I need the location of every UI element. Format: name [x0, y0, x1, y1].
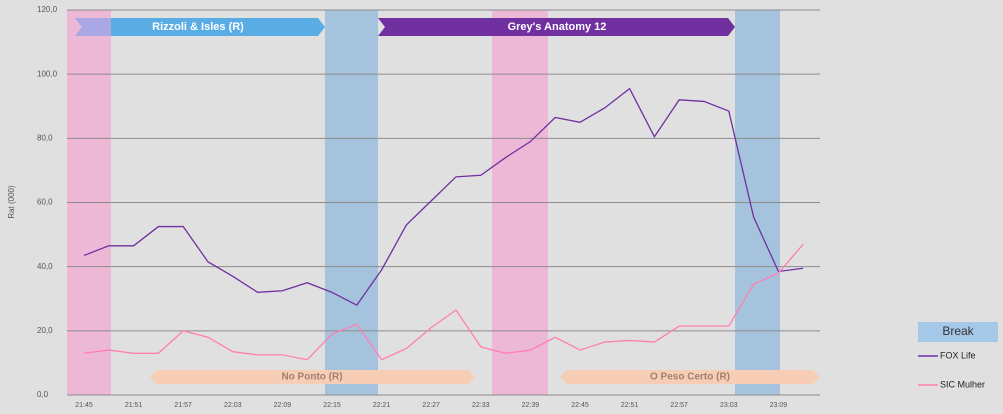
legend-break-swatch [918, 322, 998, 342]
y-tick-label: 80,0 [37, 133, 53, 142]
x-tick-label: 22:57 [670, 402, 688, 409]
program-arrow [560, 370, 820, 384]
x-tick-label: 22:51 [621, 402, 639, 409]
x-tick-label: 22:45 [571, 402, 589, 409]
program-label: Grey's Anatomy 12 [508, 21, 607, 33]
program-label: Rizzoli & Isles (R) [152, 21, 244, 33]
program-arrow [150, 370, 475, 384]
y-tick-label: 40,0 [37, 262, 53, 271]
program-label: O Peso Certo (R) [650, 372, 730, 383]
x-tick-label: 22:03 [224, 402, 242, 409]
program-arrow [75, 18, 325, 36]
x-tick-label: 21:57 [174, 402, 192, 409]
y-tick-label: 120,0 [37, 5, 58, 14]
program-label: No Ponto (R) [281, 372, 342, 383]
y-tick-label: 100,0 [37, 69, 58, 78]
x-tick-label: 21:51 [125, 402, 143, 409]
y-tick-label: 0,0 [37, 390, 49, 399]
series-line [83, 87, 804, 307]
x-tick-label: 23:09 [770, 402, 788, 409]
legend-label: SIC Mulher [940, 379, 985, 389]
grid [67, 9, 820, 396]
x-tick-label: 22:21 [373, 402, 391, 409]
x-tick-label: 22:15 [323, 402, 341, 409]
x-tick-label: 22:09 [274, 402, 292, 409]
y-axis-label: Rat (000) [7, 185, 16, 219]
x-tick-label: 22:39 [522, 402, 540, 409]
series-line [83, 243, 804, 361]
legend-break-label: Break [942, 324, 974, 338]
x-tick-label: 23:03 [720, 402, 738, 409]
x-tick-label: 21:45 [75, 402, 93, 409]
program-arrows: Rizzoli & Isles (R) Grey's Anatomy 12 No… [75, 18, 820, 384]
program-arrow [378, 18, 735, 36]
x-tick-label: 22:27 [422, 402, 440, 409]
x-tick-label: 22:33 [472, 402, 490, 409]
legend-label: FOX Life [940, 350, 976, 360]
y-tick-label: 60,0 [37, 198, 53, 207]
y-tick-label: 20,0 [37, 326, 53, 335]
program-arrow-part [75, 18, 111, 36]
